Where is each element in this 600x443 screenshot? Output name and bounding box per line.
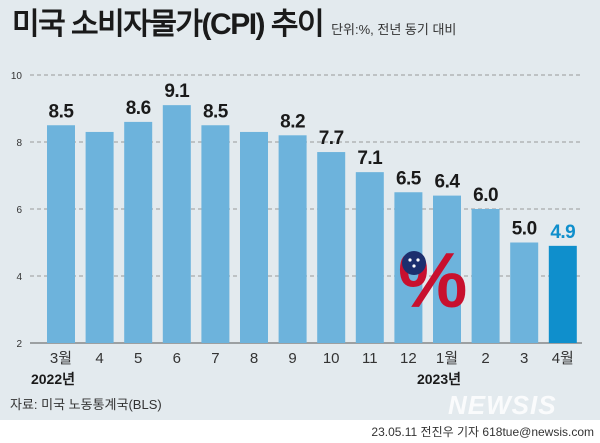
bar: [240, 131, 268, 343]
chart-header: 미국 소비자물가(CPI) 추이 단위:%, 전년 동기 대비: [12, 8, 596, 43]
y-tick-label: 4: [16, 272, 22, 283]
unit-note: 단위:%, 전년 동기 대비: [331, 22, 457, 37]
x-tick-label: 7: [211, 350, 219, 367]
newsis-watermark: NEWSIS: [448, 390, 557, 420]
x-tick-label: 4: [95, 350, 103, 367]
x-tick-label: 11: [362, 350, 378, 367]
data-label: 8.6: [126, 98, 151, 119]
bar: [124, 121, 153, 344]
x-tick-label: 8: [250, 350, 258, 367]
data-label: 6.5: [396, 168, 422, 189]
source-note: 자료: 미국 노동통계국(BLS): [10, 397, 162, 412]
x-tick-label: 1월: [436, 350, 458, 367]
x-tick-label: 10: [323, 350, 340, 367]
bar: [433, 195, 461, 343]
x-tick-label: 6: [173, 350, 181, 367]
percent-flag-icon: %: [398, 236, 467, 324]
bar: [471, 209, 500, 343]
data-label: 7.7: [319, 128, 344, 149]
bar: [278, 135, 307, 343]
data-label: 7.1: [357, 148, 383, 169]
bar: [548, 245, 577, 343]
svg-text:%: %: [398, 236, 467, 324]
bar: [85, 131, 114, 343]
bar-chart: 2 4 6 8 10 8.5 3월 4 8.6 5 9.1 6 8.5 7 8 8.2 9 7.7 10 7.1 11 6…: [11, 71, 582, 387]
x-tick-label: 3: [520, 350, 528, 367]
data-label: 8.5: [203, 101, 229, 122]
chart-title: 미국 소비자물가(CPI) 추이: [12, 8, 325, 41]
x-tick-label: 3월: [50, 350, 72, 367]
data-label: 8.5: [49, 101, 75, 122]
y-tick-label: 10: [11, 71, 23, 82]
year-label: 2022년: [31, 371, 75, 387]
bar: [201, 125, 230, 343]
x-tick-label: 9: [288, 350, 296, 367]
data-label: 4.9: [550, 222, 575, 243]
x-tick-label: 2: [481, 350, 489, 367]
x-tick-label: 5: [134, 350, 142, 367]
bar: [317, 152, 346, 343]
y-tick-label: 2: [16, 339, 22, 350]
y-tick-label: 8: [16, 138, 22, 149]
bar: [355, 172, 384, 343]
bar: [162, 105, 191, 344]
x-tick-label: 12: [400, 350, 417, 367]
x-tick-label: 4월: [552, 350, 574, 367]
bar: [510, 242, 539, 343]
bar: [47, 125, 75, 343]
data-label: 5.0: [512, 219, 537, 240]
data-label: 6.0: [473, 185, 498, 206]
data-label: 6.4: [435, 172, 461, 193]
credit-line: 23.05.11 전진우 기자 618tue@newsis.com: [371, 425, 594, 439]
data-label: 9.1: [164, 81, 190, 102]
y-tick-label: 6: [16, 205, 22, 216]
year-label: 2023년: [417, 371, 461, 387]
data-label: 8.2: [280, 111, 305, 132]
